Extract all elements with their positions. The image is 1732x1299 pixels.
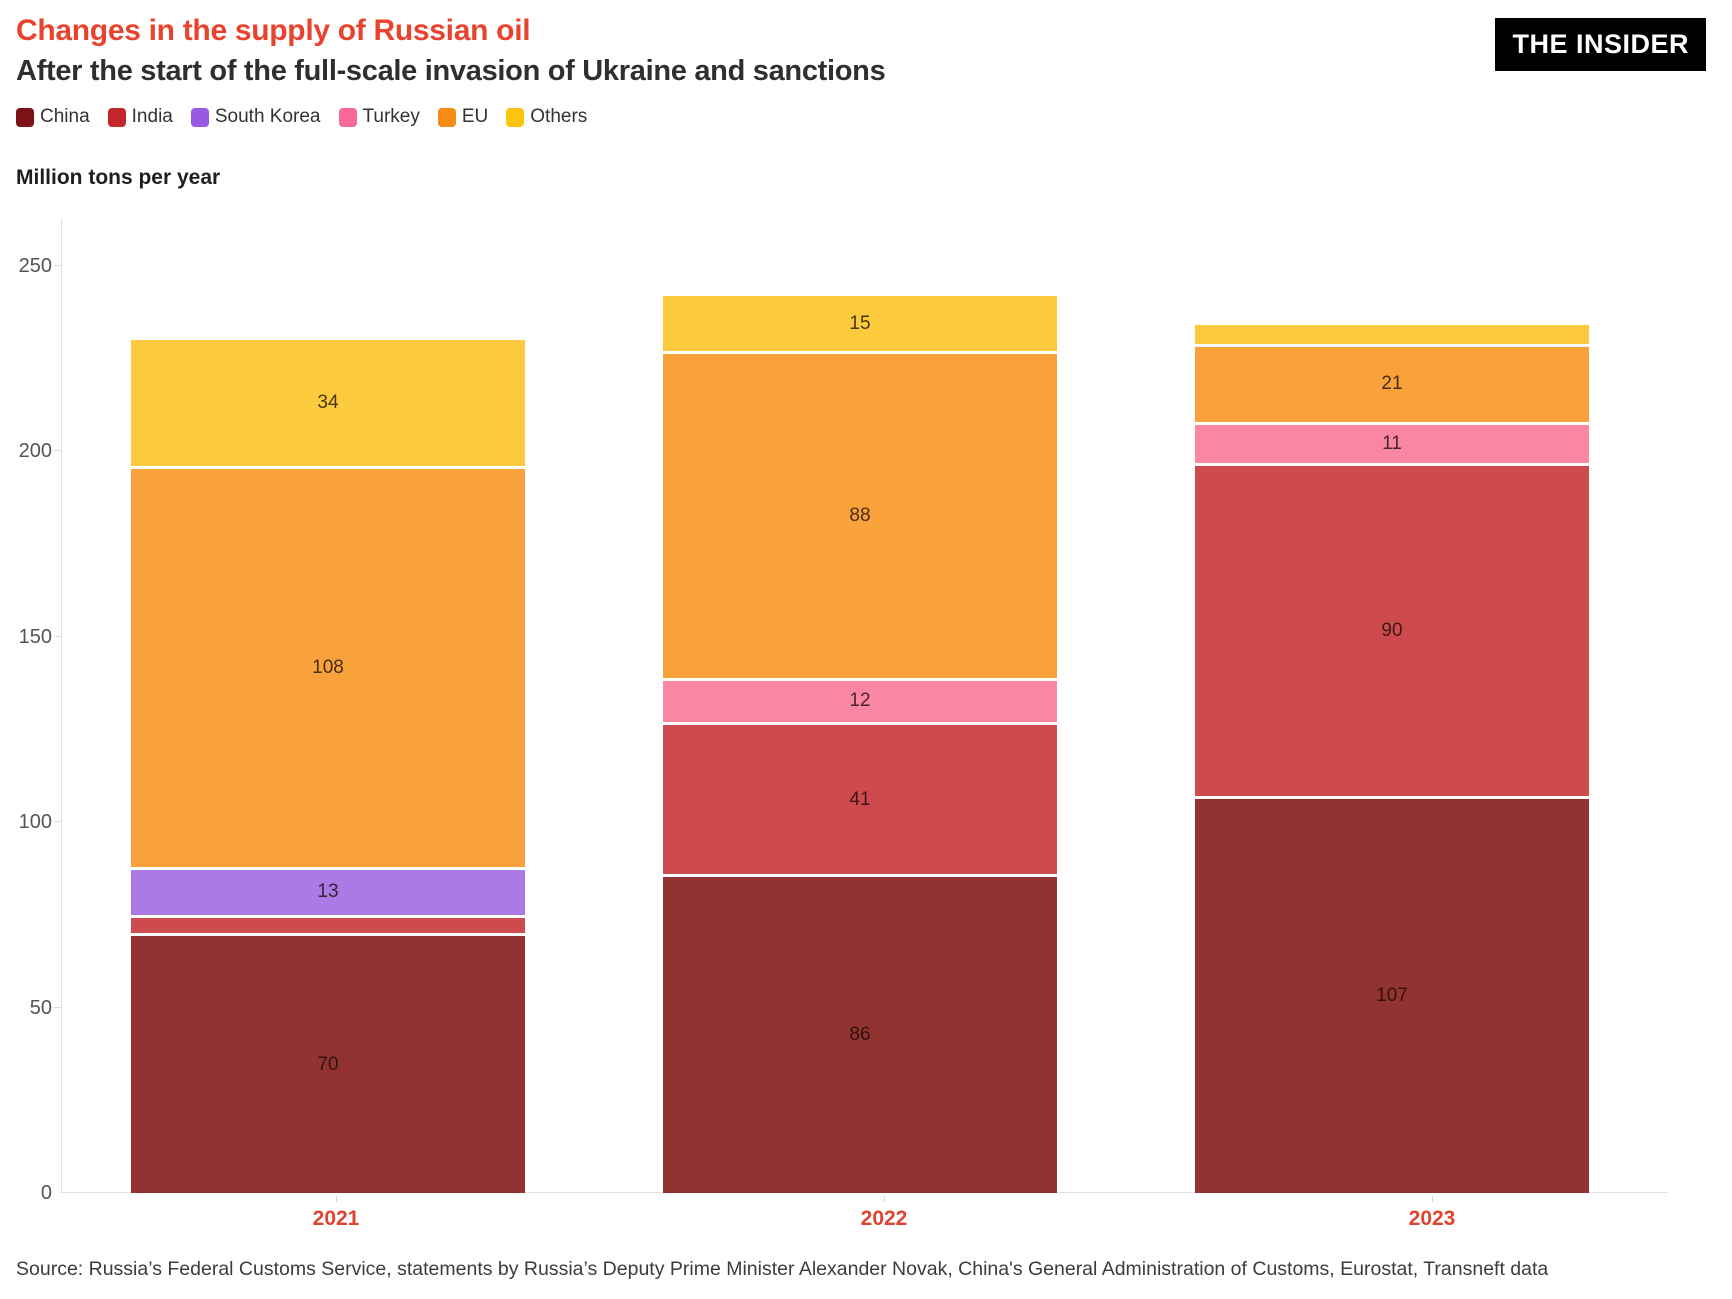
- y-axis-unit-label: Million tons per year: [16, 166, 221, 189]
- bar-segment-label: 90: [1381, 619, 1403, 641]
- x-axis-label-slot: 2022: [610, 1196, 1158, 1231]
- brand-logo: THE INSIDER: [1495, 18, 1706, 71]
- legend-item-label: Turkey: [362, 106, 420, 127]
- bar-segment: 12: [663, 677, 1057, 723]
- bar-segment-label: 11: [1382, 432, 1402, 454]
- legend-item-label: Others: [530, 106, 588, 127]
- bar-segment: 107: [1195, 796, 1589, 1193]
- source-note: Source: Russia’s Federal Customs Service…: [16, 1258, 1549, 1280]
- page-title: Changes in the supply of Russian oil: [16, 14, 531, 47]
- legend-swatch: [437, 107, 456, 127]
- bar-segment: 15: [663, 295, 1057, 352]
- legend-item: Others: [506, 106, 587, 128]
- x-axis-label: 2023: [1408, 1207, 1456, 1230]
- legend-item-label: South Korea: [214, 106, 321, 127]
- bar-slot: 107 90 11 21: [1126, 218, 1658, 1193]
- legend-item-label: EU: [461, 106, 489, 127]
- y-axis-tick-label: 100: [18, 811, 52, 834]
- bar-group: 70 13 108 34: [131, 340, 525, 1193]
- y-axis-tick-mark: [54, 265, 62, 266]
- x-axis-labels: 2021 2022 2023: [62, 1196, 1706, 1231]
- y-axis-tick-mark: [54, 821, 62, 823]
- x-axis-label: 2022: [860, 1207, 908, 1230]
- x-axis-tick-mark: [883, 1196, 885, 1202]
- bar-segment-label: 12: [849, 690, 871, 712]
- bar-segment: 13: [131, 866, 525, 915]
- x-axis-label-slot: 2021: [62, 1196, 610, 1231]
- bar-segment: 90: [1195, 462, 1589, 797]
- x-axis-tick-mark: [335, 1196, 337, 1202]
- x-axis-label: 2021: [312, 1207, 360, 1230]
- legend-swatch: [338, 107, 357, 127]
- y-axis-tick-label: 0: [40, 1182, 52, 1204]
- bar-segment-label: 86: [849, 1024, 871, 1046]
- bar-segment-label: 13: [317, 881, 339, 903]
- bar-group: 107 90 11 21: [1195, 325, 1589, 1193]
- y-axis-tick-label: 150: [18, 625, 52, 648]
- legend-item-label: India: [131, 106, 173, 127]
- bar-segment: 34: [131, 340, 525, 467]
- legend-item-label: China: [40, 106, 90, 127]
- bar-segment-label: 108: [312, 656, 344, 678]
- bar-segment-label: 41: [849, 788, 871, 810]
- y-axis-line: [61, 218, 62, 1193]
- legend-item: South Korea: [190, 106, 321, 128]
- x-axis-label-slot: 2023: [1158, 1196, 1706, 1231]
- bar-segment: 41: [663, 722, 1057, 875]
- legend-swatch: [107, 107, 126, 127]
- legend-item: EU: [437, 106, 489, 128]
- legend-swatch: [190, 107, 209, 127]
- y-axis-tick-mark: [54, 635, 62, 637]
- y-axis-tick-label: 200: [18, 440, 52, 463]
- bar-segment-label: 88: [849, 504, 871, 526]
- bar-segment: 86: [663, 874, 1057, 1193]
- legend-item: Turkey: [338, 106, 420, 128]
- y-axis-tick-mark: [54, 450, 62, 452]
- legend-item: China: [16, 106, 90, 128]
- legend-swatch: [16, 107, 34, 127]
- bars-area: 70 13 108 34 86 41 12 88 15 107 90 11 21: [62, 218, 1658, 1193]
- bar-segment: [131, 914, 525, 934]
- bar-segment: 88: [663, 351, 1057, 678]
- header: Changes in the supply of Russian oil Aft…: [16, 14, 1716, 88]
- legend: China India South Korea Turkey EU Others: [16, 106, 587, 128]
- y-axis-tick-mark: [54, 1006, 62, 1008]
- bar-segment: 11: [1195, 421, 1589, 463]
- bar-segment-label: 34: [317, 392, 339, 414]
- bar-slot: 70 13 108 34: [62, 218, 594, 1193]
- bar-group: 86 41 12 88 15: [663, 295, 1057, 1193]
- bar-segment: 21: [1195, 343, 1589, 422]
- page-subtitle: After the start of the full-scale invasi…: [16, 55, 886, 87]
- bar-segment-label: 70: [317, 1053, 339, 1075]
- legend-item: India: [107, 106, 173, 128]
- bar-slot: 86 41 12 88 15: [594, 218, 1126, 1193]
- bar-segment-label: 15: [849, 312, 871, 334]
- x-axis-tick-mark: [1431, 1196, 1433, 1202]
- bar-segment-label: 107: [1376, 985, 1408, 1007]
- y-axis-tick-label: 50: [29, 996, 52, 1019]
- y-axis-tick-label: 250: [18, 255, 52, 277]
- bar-segment-label: 21: [1381, 373, 1403, 395]
- bar-segment: 70: [131, 933, 525, 1193]
- bar-segment: [1195, 325, 1589, 344]
- chart-plot: 70 13 108 34 86 41 12 88 15 107 90 11 21 0 50 100 150 20…: [16, 218, 1668, 1203]
- legend-swatch: [506, 107, 525, 127]
- bar-segment: 108: [131, 466, 525, 867]
